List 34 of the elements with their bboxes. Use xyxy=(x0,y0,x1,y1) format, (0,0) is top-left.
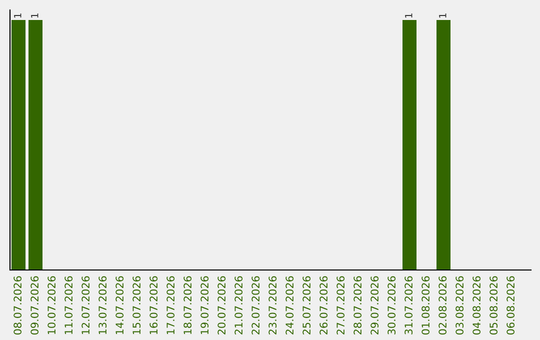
data-label: 1 xyxy=(439,13,446,18)
x-tick-label: 18.07.2026 xyxy=(184,276,192,334)
x-tick-label: 15.07.2026 xyxy=(132,276,141,334)
x-tick-label: 14.07.2026 xyxy=(116,276,124,334)
x-tick-label: 25.07.2026 xyxy=(302,276,311,334)
data-label: 1 xyxy=(31,13,38,18)
x-tick-label: 26.07.2026 xyxy=(320,276,328,334)
x-tick-label: 17.07.2026 xyxy=(166,276,175,334)
x-tick-label: 01.08.2026 xyxy=(422,276,430,335)
x-tick-label: 19.07.2026 xyxy=(200,276,209,334)
x-tick-label: 06.08.2026 xyxy=(506,276,515,335)
x-tick-label: 31.07.2026 xyxy=(404,276,413,334)
x-tick-label: 27.07.2026 xyxy=(336,276,345,334)
x-tick-label: 16.07.2026 xyxy=(150,276,158,334)
x-tick-label: 09.07.2026 xyxy=(30,276,39,335)
x-tick-label: 12.07.2026 xyxy=(82,276,90,334)
x-tick-label: 29.07.2026 xyxy=(370,276,379,334)
x-tick-label: 21.07.2026 xyxy=(234,276,243,334)
x-tick-label: 05.08.2026 xyxy=(490,276,498,335)
x-tick-label: 24.07.2026 xyxy=(286,276,294,334)
x-tick-label: 20.07.2026 xyxy=(218,276,226,334)
x-tick-label: 22.07.2026 xyxy=(252,276,260,334)
data-label: 1 xyxy=(14,13,22,18)
x-tick-label: 04.08.2026 xyxy=(472,276,481,335)
x-tick-label: 11.07.2026 xyxy=(64,276,73,334)
data-label: 1 xyxy=(405,13,412,18)
x-tick-label: 08.07.2026 xyxy=(14,276,22,335)
x-tick-label: 23.07.2026 xyxy=(268,276,277,334)
x-tick-label: 03.08.2026 xyxy=(456,276,464,335)
x-tick-label: 13.07.2026 xyxy=(98,276,107,334)
x-tick-label: 30.07.2026 xyxy=(388,276,396,334)
x-tick-label: 10.07.2026 xyxy=(48,276,56,334)
x-tick-label: 02.08.2026 xyxy=(438,276,447,335)
x-tick-label: 28.07.2026 xyxy=(354,276,362,334)
